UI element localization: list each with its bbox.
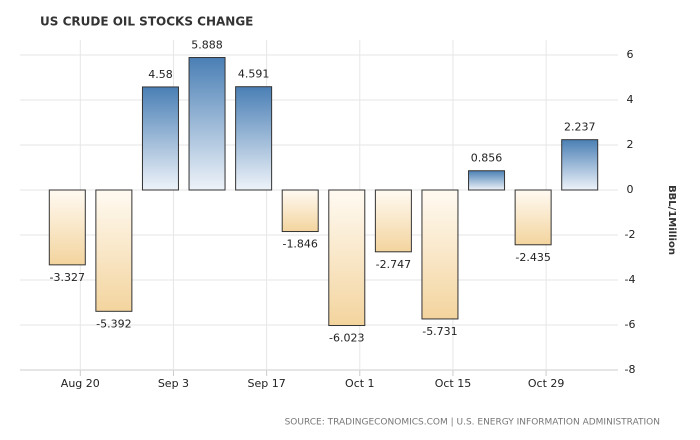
x-tick-label: Sep 17 bbox=[248, 377, 286, 390]
x-tick-label: Oct 15 bbox=[435, 377, 472, 390]
data-label: 4.591 bbox=[238, 68, 270, 81]
y-tick-label: -6 bbox=[625, 318, 636, 331]
y-tick-label: 6 bbox=[627, 48, 634, 61]
bar bbox=[514, 189, 552, 246]
data-label: 0.856 bbox=[471, 152, 503, 165]
y-tick-label: -2 bbox=[625, 228, 636, 241]
data-label: -5.392 bbox=[96, 317, 131, 330]
bar bbox=[235, 86, 273, 191]
bar bbox=[141, 86, 179, 191]
data-label: 4.58 bbox=[148, 68, 173, 81]
chart-title: US CRUDE OIL STOCKS CHANGE bbox=[40, 15, 253, 29]
bar bbox=[468, 170, 506, 191]
y-tick-label: -4 bbox=[625, 273, 636, 286]
x-tick-label: Oct 1 bbox=[345, 377, 375, 390]
bar bbox=[48, 189, 86, 266]
bar bbox=[561, 139, 599, 191]
data-label: 5.888 bbox=[191, 39, 223, 52]
data-label: -2.435 bbox=[515, 251, 550, 264]
data-label: -3.327 bbox=[50, 271, 85, 284]
y-tick-label: 2 bbox=[627, 138, 634, 151]
data-label: -6.023 bbox=[329, 332, 364, 345]
data-label: -2.747 bbox=[376, 258, 411, 271]
bar bbox=[421, 189, 459, 320]
source: SOURCE: TRADINGECONOMICS.COM | U.S. ENER… bbox=[285, 418, 660, 428]
bar bbox=[95, 189, 133, 312]
x-tick-label: Oct 29 bbox=[528, 377, 565, 390]
y-tick-label: 0 bbox=[627, 183, 634, 196]
bar bbox=[281, 189, 319, 233]
data-label: -1.846 bbox=[282, 238, 317, 251]
bar bbox=[328, 189, 366, 327]
data-label: -5.731 bbox=[422, 325, 457, 338]
y-tick-label: 4 bbox=[627, 93, 634, 106]
x-tick-label: Sep 3 bbox=[158, 377, 189, 390]
data-label: 2.237 bbox=[564, 121, 596, 134]
bar bbox=[374, 189, 412, 253]
y-tick-label: -8 bbox=[625, 363, 636, 376]
bar bbox=[188, 57, 226, 191]
y-axis-title: BBL/1Million bbox=[666, 185, 677, 255]
x-tick-label: Aug 20 bbox=[61, 377, 100, 390]
